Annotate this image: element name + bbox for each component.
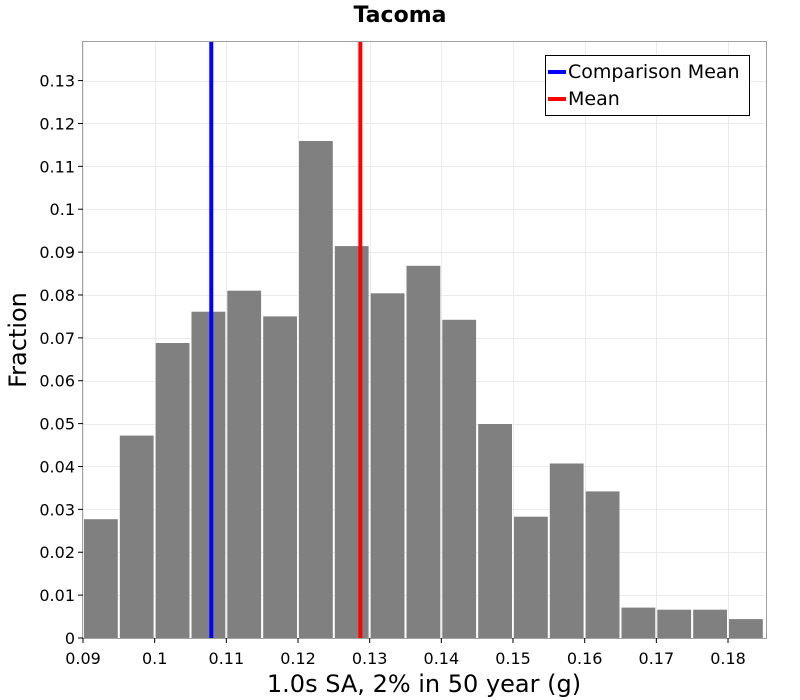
y-axis-ticks: 0 0.01 0.02 0.03 0.04 0.05 0.06 0.07 0.08 0.09 0.1… (39, 72, 83, 648)
histogram-bar (657, 609, 692, 638)
y-axis-title: Fraction (4, 292, 32, 388)
y-tick-label: 0.05 (39, 415, 75, 434)
histogram-bar (119, 435, 154, 638)
histogram-bar (693, 609, 727, 638)
y-tick-label: 0.11 (39, 157, 75, 176)
legend-label-mean: Mean (568, 88, 620, 110)
plot-area-frame (82, 41, 767, 639)
histogram-bar (621, 607, 656, 638)
histogram-bar (334, 246, 369, 638)
histogram-bar (549, 463, 584, 638)
histogram-bar (263, 316, 297, 638)
y-tick-label: 0.07 (39, 329, 75, 348)
histogram-bar (585, 491, 620, 638)
histogram-bar (729, 619, 763, 638)
histogram-bar (442, 319, 477, 638)
y-tick-label: 0.02 (39, 543, 75, 562)
y-tick-label: 0.03 (39, 500, 75, 519)
legend: Comparison Mean Mean (545, 55, 750, 116)
mean-lines-layer (209, 42, 363, 638)
histogram-bar (299, 141, 333, 638)
y-tick-label: 0.04 (39, 457, 75, 476)
y-tick-label: 0.06 (39, 372, 75, 391)
x-axis-title: 1.0s SA, 2% in 50 year (g) (267, 670, 581, 698)
x-tick-label: 0.14 (424, 649, 460, 668)
y-tick-label: 0.01 (39, 586, 75, 605)
x-tick-label: 0.12 (280, 649, 316, 668)
histogram-bar (191, 311, 226, 638)
x-tick-label: 0.17 (639, 649, 675, 668)
x-tick-label: 0.15 (495, 649, 531, 668)
x-tick-label: 0.13 (352, 649, 388, 668)
x-tick-label: 0.09 (65, 649, 101, 668)
y-tick-label: 0.12 (39, 114, 75, 133)
x-tick-label: 0.18 (710, 649, 746, 668)
histogram-bar (406, 265, 441, 638)
histogram-bar (514, 516, 548, 638)
y-tick-label: 0.09 (39, 243, 75, 262)
histogram-bar (227, 290, 262, 638)
y-tick-label: 0 (65, 629, 75, 648)
histogram-bar (155, 343, 190, 638)
legend-box (545, 55, 750, 116)
bars-layer (84, 141, 763, 638)
x-tick-label: 0.11 (209, 649, 245, 668)
y-tick-label: 0.08 (39, 286, 75, 305)
y-tick-label: 0.13 (39, 72, 75, 91)
chart-title: Tacoma (354, 3, 447, 28)
legend-label-comparison-mean: Comparison Mean (568, 61, 740, 83)
x-tick-label: 0.16 (567, 649, 603, 668)
x-axis-ticks: 0.09 0.1 0.11 0.12 0.13 0.14 0.15 0.16 0.17 0.18 (65, 638, 746, 668)
y-tick-label: 0.1 (50, 200, 75, 219)
histogram-bar (478, 424, 512, 638)
x-tick-label: 0.1 (142, 649, 167, 668)
histogram-bar (84, 519, 118, 638)
histogram-bar (370, 293, 405, 638)
